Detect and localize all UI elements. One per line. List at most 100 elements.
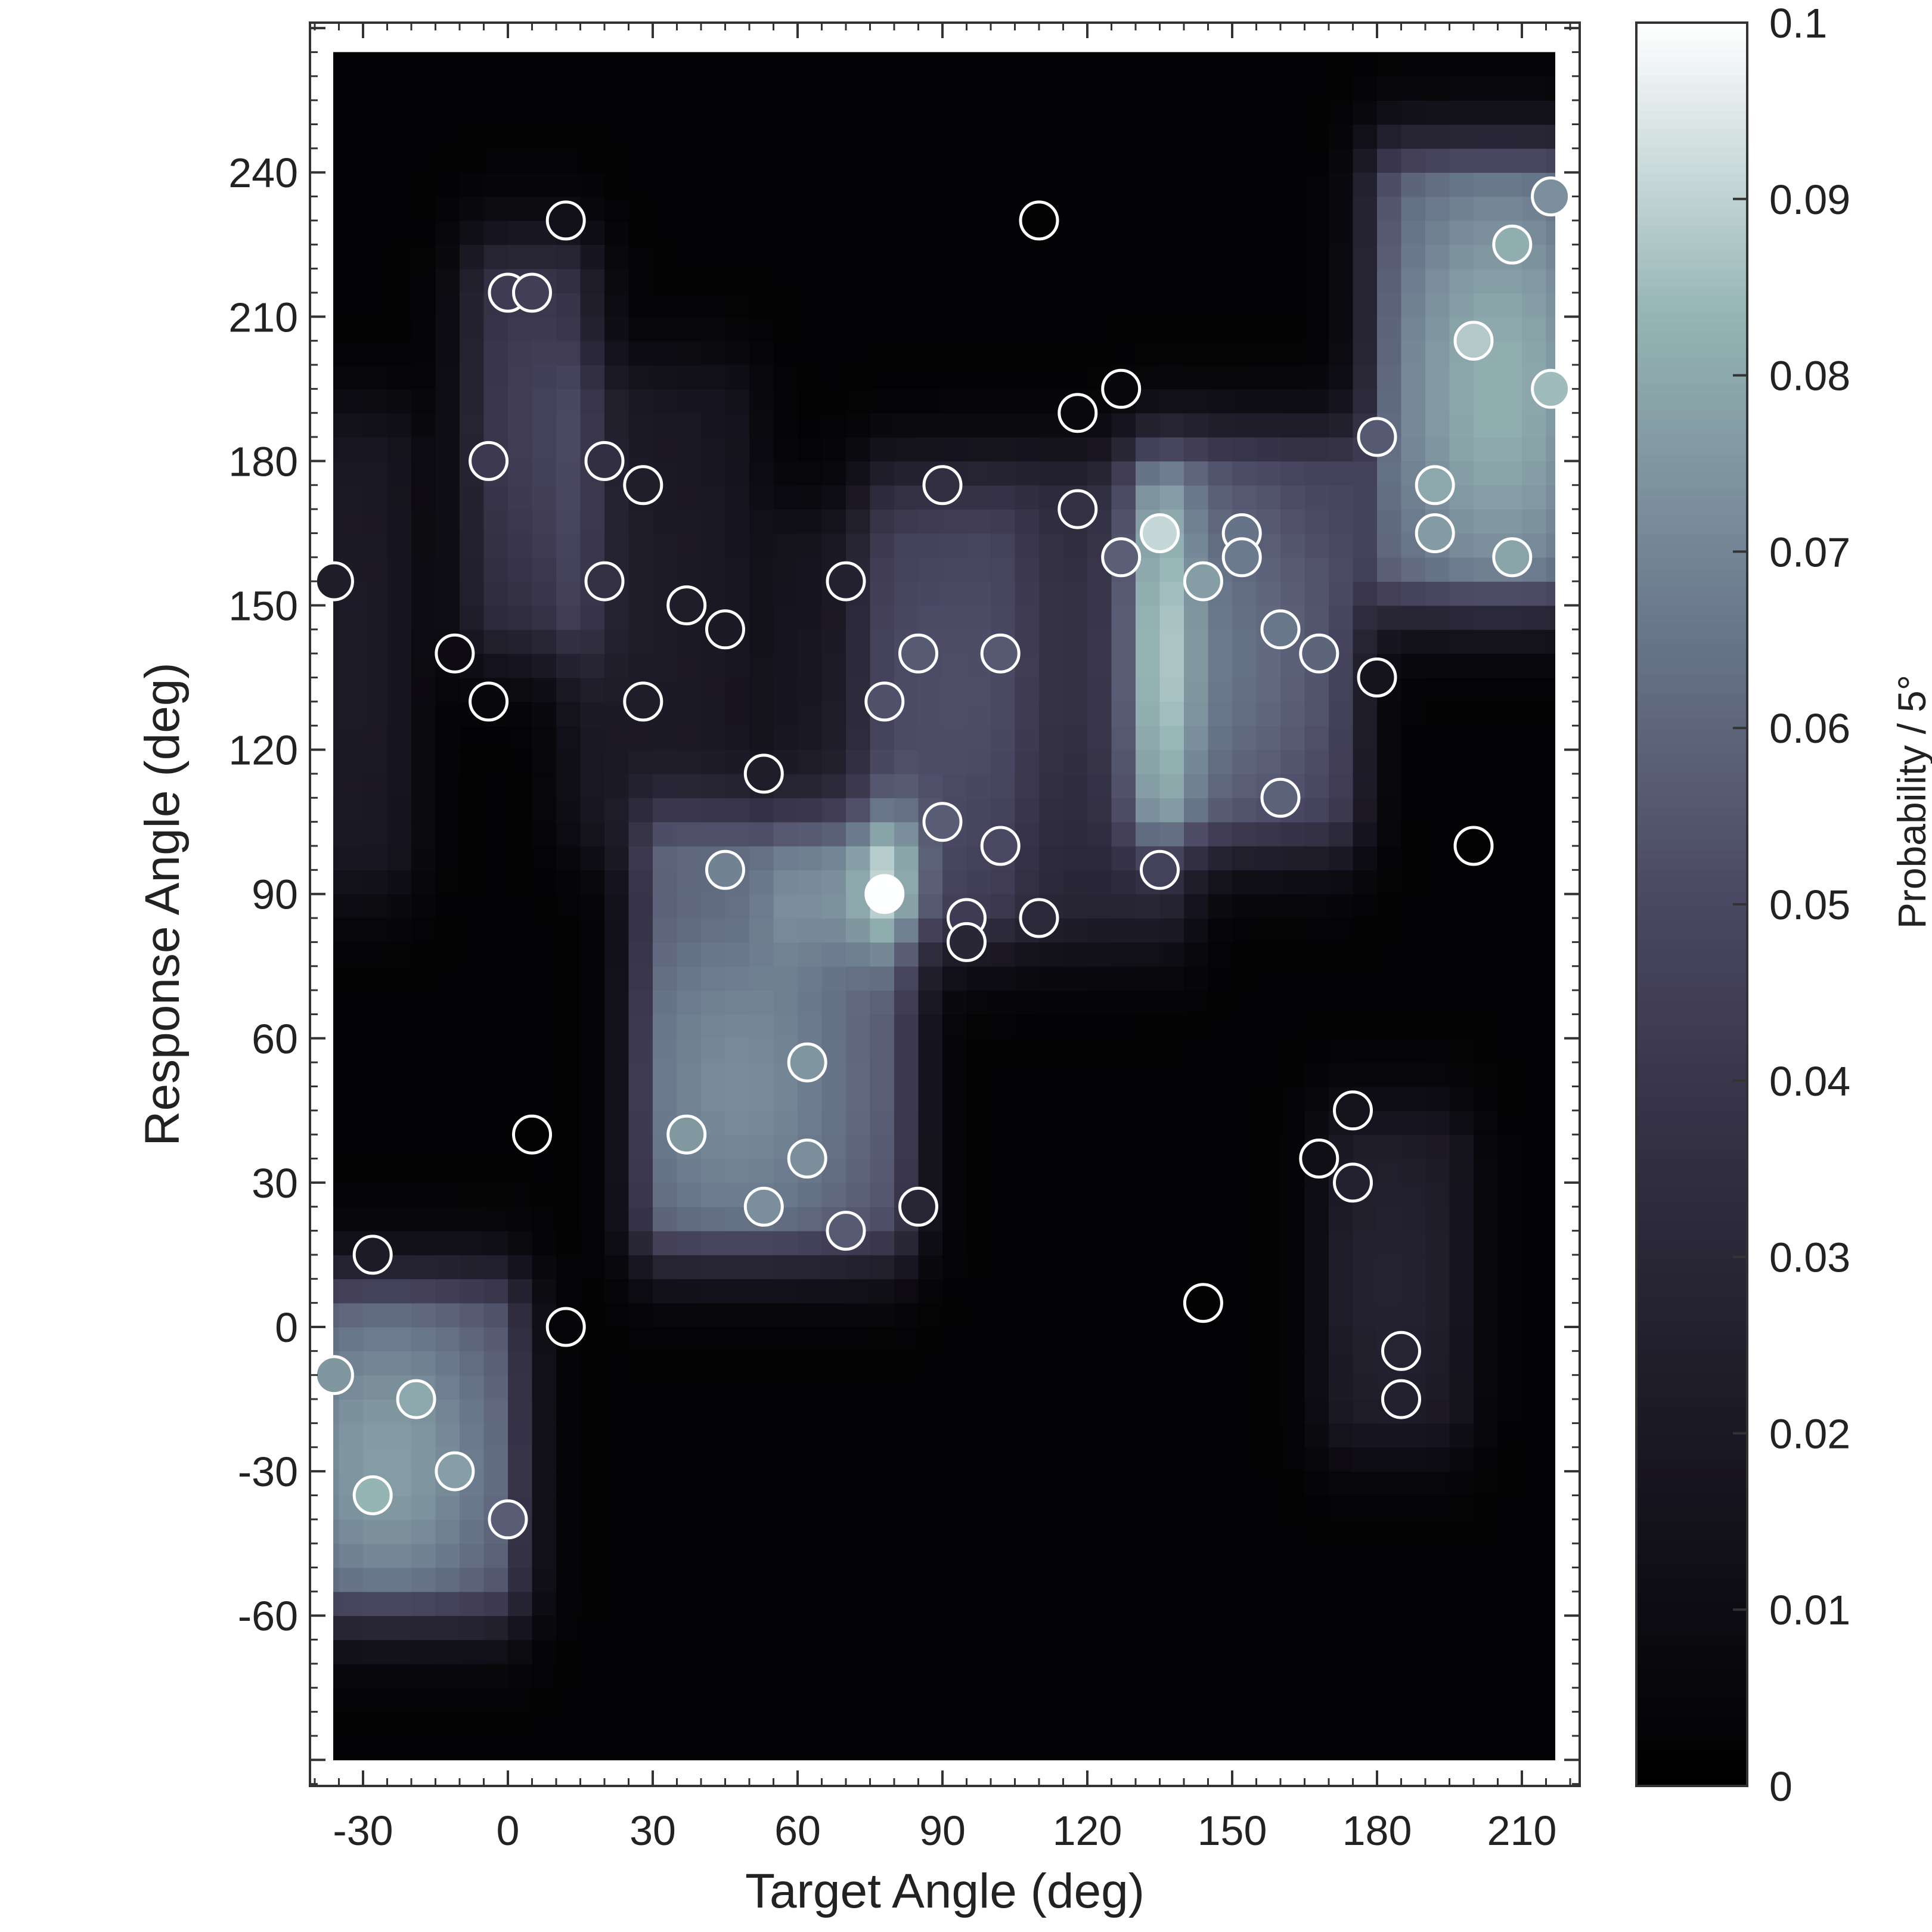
heatmap-cell [798, 1543, 823, 1568]
heatmap-cell [1015, 1351, 1040, 1376]
heatmap-cell [508, 1062, 533, 1087]
heatmap-cell [1184, 966, 1209, 991]
heatmap-cell [532, 1447, 557, 1472]
heatmap-cell [333, 918, 340, 943]
colorbar-cell [1636, 23, 1747, 32]
heatmap-cell [677, 1735, 702, 1760]
heatmap-cell [894, 942, 919, 967]
heatmap-cell [1159, 1038, 1184, 1063]
heatmap-cell [339, 1591, 364, 1616]
heatmap-cell [991, 389, 1016, 414]
heatmap-cell [1304, 1086, 1329, 1111]
heatmap-cell [1208, 1158, 1233, 1183]
heatmap-cell [1474, 1688, 1499, 1713]
heatmap-cell [1280, 846, 1305, 871]
heatmap-cell [1425, 1399, 1450, 1424]
heatmap-cell [1425, 1254, 1450, 1279]
heatmap-cell [580, 293, 605, 318]
heatmap-cell [387, 1062, 412, 1087]
heatmap-cell [798, 821, 823, 846]
heatmap-cell [1377, 533, 1402, 558]
data-point [1183, 1283, 1223, 1323]
heatmap-cell [508, 966, 533, 991]
heatmap-cell [1232, 1639, 1257, 1664]
heatmap-cell [556, 1086, 581, 1111]
heatmap-cell [701, 1639, 726, 1664]
heatmap-cell [604, 1158, 629, 1183]
heatmap-cell [894, 1495, 919, 1520]
heatmap-cell [1039, 1471, 1064, 1496]
heatmap-cell [1522, 317, 1547, 342]
heatmap-cell [604, 1639, 629, 1664]
heatmap-cell [1353, 293, 1378, 318]
heatmap-cell [1015, 725, 1040, 751]
colorbar-cell [1636, 869, 1747, 879]
heatmap-cell [508, 653, 533, 678]
heatmap-cell [966, 1399, 991, 1424]
heatmap-cell [1159, 1615, 1184, 1641]
heatmap-cell [1063, 1423, 1088, 1448]
heatmap-cell [918, 196, 943, 221]
heatmap-cell [966, 1303, 991, 1328]
heatmap-cell [942, 509, 967, 534]
heatmap-cell [1039, 124, 1064, 149]
heatmap-cell [628, 1351, 653, 1376]
colorbar-cell [1636, 684, 1747, 693]
heatmap-cell [1063, 1230, 1088, 1255]
heatmap-cell [580, 1062, 605, 1087]
heatmap-cell [1449, 437, 1474, 462]
heatmap-cell [1184, 76, 1209, 101]
heatmap-cell [725, 365, 750, 390]
heatmap-cell [628, 1062, 653, 1087]
heatmap-cell [1111, 1062, 1136, 1087]
heatmap-cell [556, 605, 581, 630]
heatmap-cell [339, 1134, 364, 1159]
heatmap-cell [1063, 605, 1088, 630]
heatmap-cell [580, 821, 605, 846]
heatmap-cell [580, 533, 605, 558]
heatmap-cell [1353, 846, 1378, 871]
heatmap-cell [942, 1014, 967, 1039]
heatmap-cell [918, 1014, 943, 1039]
heatmap-cell [1329, 942, 1354, 967]
heatmap-cell [942, 1591, 967, 1616]
heatmap-cell [701, 1519, 726, 1544]
heatmap-cell [773, 268, 798, 293]
heatmap-cell [677, 148, 702, 173]
heatmap-cell [1353, 1062, 1378, 1087]
heatmap-cell [1039, 942, 1064, 967]
heatmap-cell [1184, 749, 1209, 774]
heatmap-cell [918, 894, 943, 919]
heatmap-cell [1232, 1230, 1257, 1255]
heatmap-cell [653, 76, 678, 101]
heatmap-cell [580, 1567, 605, 1592]
heatmap-cell [1208, 725, 1233, 751]
heatmap-cell [604, 1663, 629, 1688]
colorbar-cell [1636, 631, 1747, 641]
heatmap-cell [460, 509, 485, 534]
heatmap-cell [1015, 1543, 1040, 1568]
heatmap-cell [991, 1254, 1016, 1279]
heatmap-cell [1474, 268, 1499, 293]
heatmap-cell [870, 485, 895, 510]
heatmap-cell [1304, 1303, 1329, 1328]
data-point [705, 849, 745, 890]
heatmap-cell [1280, 990, 1305, 1015]
heatmap-cell [604, 244, 629, 269]
heatmap-cell [333, 268, 340, 293]
heatmap-cell [411, 533, 436, 558]
heatmap-cell [604, 1688, 629, 1713]
heatmap-cell [677, 1158, 702, 1183]
heatmap-cell [870, 1519, 895, 1544]
colorbar-cell [1636, 1548, 1747, 1558]
heatmap-cell [1304, 990, 1329, 1015]
heatmap-cell [966, 1519, 991, 1544]
heatmap-cell [870, 365, 895, 390]
data-point [1260, 609, 1301, 650]
heatmap-cell [1063, 268, 1088, 293]
heatmap-cell [1474, 1663, 1499, 1688]
heatmap-cell [1159, 413, 1184, 438]
heatmap-cell [1449, 1423, 1474, 1448]
colorbar-cell [1636, 1530, 1747, 1540]
heatmap-cell [749, 942, 774, 967]
